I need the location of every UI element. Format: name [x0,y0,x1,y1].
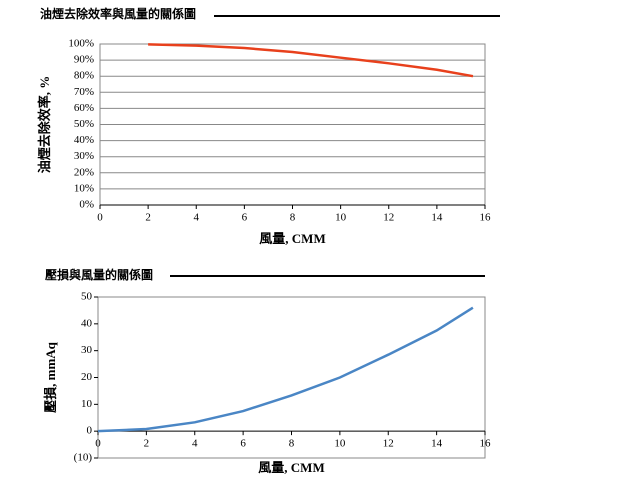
y-tick-label: 60% [74,102,94,114]
chart-title: 壓損與風量的關係圖 [45,267,153,282]
y-tick-label: 70% [74,86,94,98]
x-tick-label: 14 [431,438,443,450]
x-tick-label: 10 [334,438,346,450]
x-tick-label: 8 [289,438,295,450]
y-tick-label: 0% [79,199,94,211]
y-axis-label: 油煙去除效率, % [37,76,52,174]
y-tick-label: 30 [81,344,93,356]
y-axis-label: 壓損, mmAq [43,341,58,413]
y-tick-label: 10% [74,182,94,194]
x-tick-label: 16 [480,438,492,450]
x-tick-label: 14 [431,212,443,224]
chart-title: 油煙去除效率與風量的關係圖 [40,6,196,21]
x-tick-label: 6 [242,212,248,224]
x-tick-label: 4 [194,212,200,224]
y-tick-label: 50 [81,291,93,303]
y-tick-label: 100% [68,38,94,50]
x-tick-label: 4 [192,438,198,450]
x-tick-label: 6 [240,438,246,450]
y-tick-label: 10 [81,398,93,410]
data-line [148,43,474,78]
y-tick-label: 40% [74,134,94,146]
x-tick-label: 12 [383,438,394,450]
y-tick-label: 40 [81,317,93,329]
x-tick-label: 16 [480,212,492,224]
y-tick-label: 50% [74,118,94,130]
y-tick-label: (10) [74,452,93,464]
y-tick-label: 80% [74,70,94,82]
x-tick-label: 2 [145,212,151,224]
y-tick-label: 20% [74,166,94,178]
x-tick-label: 12 [383,212,394,224]
y-tick-label: 0 [87,425,93,437]
data-line [97,306,474,433]
x-axis-label: 風量, CMM [259,231,325,246]
y-tick-label: 20 [81,371,93,383]
x-tick-label: 0 [97,212,103,224]
x-tick-label: 10 [335,212,347,224]
y-tick-label: 30% [74,150,94,162]
y-tick-label: 90% [74,54,94,66]
x-tick-label: 2 [144,438,150,450]
x-tick-label: 0 [95,438,101,450]
x-axis-label: 風量, CMM [258,460,324,475]
x-tick-label: 8 [290,212,296,224]
